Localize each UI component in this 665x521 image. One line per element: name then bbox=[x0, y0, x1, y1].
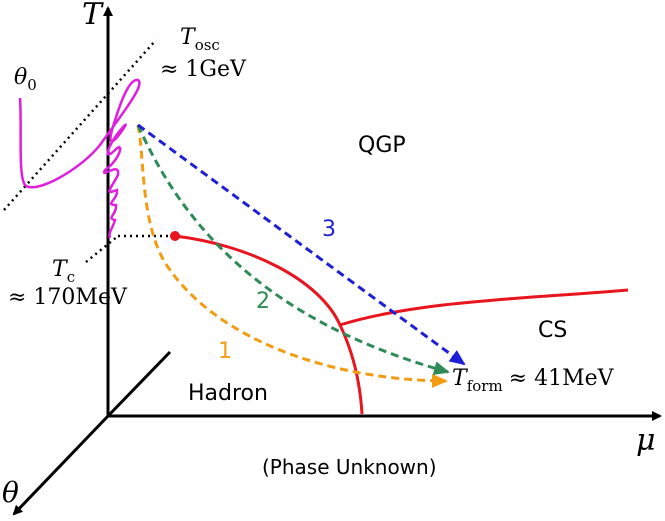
mu-axis-label: μ bbox=[636, 423, 656, 458]
hadron-label: Hadron bbox=[188, 381, 268, 406]
osc-guide bbox=[3, 39, 157, 211]
cs-boundary bbox=[339, 288, 629, 327]
trajectory-1-label: 1 bbox=[218, 339, 232, 364]
theta-axis-back bbox=[106, 350, 172, 418]
cs-label: CS bbox=[538, 318, 567, 343]
tform-label: Tform ≈ 41MeV bbox=[452, 366, 615, 395]
critical-point bbox=[170, 231, 180, 241]
qgp-label: QGP bbox=[358, 133, 406, 158]
tc-guide bbox=[85, 235, 119, 263]
approx: ≈ 41MeV bbox=[509, 366, 615, 391]
t-axis-label: T bbox=[82, 0, 104, 32]
theta-axis-label: θ bbox=[2, 476, 19, 509]
theta-axis bbox=[12, 414, 110, 516]
symbol: T bbox=[452, 366, 469, 391]
symbol: T bbox=[180, 25, 197, 50]
theta0-label: θ0 bbox=[14, 65, 37, 94]
subscript: osc bbox=[195, 36, 220, 54]
trajectory-3-label: 3 bbox=[322, 217, 336, 242]
unknown-label: (Phase Unknown) bbox=[262, 455, 437, 479]
subscript: c bbox=[67, 268, 75, 286]
theta-oscillation bbox=[18, 78, 141, 239]
subscript: form bbox=[467, 377, 503, 395]
subscript: 0 bbox=[27, 76, 37, 94]
symbol: T bbox=[52, 257, 69, 282]
phase-boundary bbox=[174, 234, 364, 415]
tc-label: Tc bbox=[52, 257, 75, 286]
trajectory-3 bbox=[137, 123, 466, 366]
tosc-label: Tosc bbox=[180, 25, 220, 54]
trajectory-2-label: 2 bbox=[256, 289, 270, 314]
symbol: θ bbox=[14, 65, 27, 90]
tosc-approx: ≈ 1GeV bbox=[160, 57, 247, 82]
tc-approx: ≈ 170MeV bbox=[8, 285, 128, 310]
trajectory-2 bbox=[136, 124, 450, 376]
trajectory-1 bbox=[136, 124, 448, 388]
